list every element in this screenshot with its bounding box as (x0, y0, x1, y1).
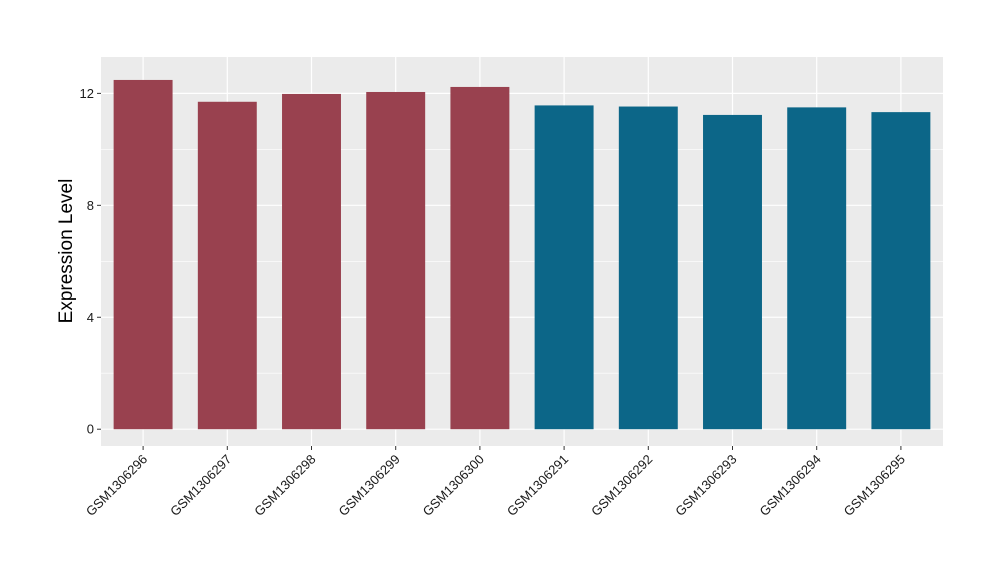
x-tick-label: GSM1306296 (83, 452, 150, 519)
bar (113, 79, 173, 430)
bar (787, 107, 847, 430)
x-tick-label: GSM1306293 (672, 452, 739, 519)
bar (618, 106, 678, 430)
bar (534, 105, 594, 430)
y-axis: 0 4 8 12 (80, 86, 101, 437)
y-axis-title: Expression Level (56, 179, 77, 324)
bar (703, 114, 762, 430)
x-tick-label: GSM1306295 (841, 452, 908, 519)
bar (282, 93, 341, 430)
x-tick-label: GSM1306299 (335, 452, 402, 519)
x-tick-label: GSM1306294 (756, 452, 823, 519)
x-tick-label: GSM1306300 (420, 452, 487, 519)
bar (450, 86, 510, 430)
bar (197, 101, 257, 430)
bar (366, 91, 426, 430)
y-tick-label: 12 (80, 86, 94, 101)
x-tick-label: GSM1306291 (504, 452, 571, 519)
y-tick-label: 8 (87, 198, 94, 213)
y-tick-label: 0 (87, 422, 94, 437)
x-tick-label: GSM1306297 (167, 452, 234, 519)
bar (871, 112, 931, 430)
bars (113, 79, 931, 430)
x-axis: GSM1306296 GSM1306297 GSM1306298 GSM1306299… (83, 446, 908, 519)
x-tick-label: GSM1306292 (588, 452, 655, 519)
x-tick-label: GSM1306298 (251, 452, 318, 519)
y-tick-label: 4 (87, 310, 94, 325)
